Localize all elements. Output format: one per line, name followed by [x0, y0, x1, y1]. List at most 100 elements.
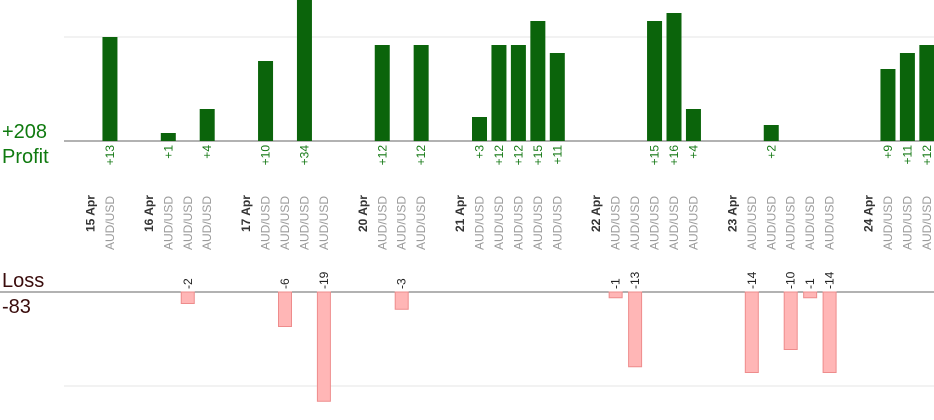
profit-value-label: +4 [200, 145, 214, 159]
value-labels: +13 +1 -2 +4 +10 -6 +34 -19 +12 -3 +12 +3 +12 +12 +15 +… [103, 145, 934, 289]
pair-label: AUD/USD [920, 196, 934, 250]
profit-value-label: +16 [667, 145, 681, 166]
pair-label: AUD/USD [297, 196, 311, 250]
profit-value-label: +11 [550, 145, 564, 165]
pair-label: AUD/USD [278, 196, 292, 250]
pair-label: AUD/USD [414, 196, 428, 250]
loss-bar [744, 291, 759, 373]
loss-value-label: -14 [823, 271, 837, 289]
pair-label: AUD/USD [745, 196, 759, 250]
loss-bar [394, 291, 409, 310]
loss-value-label: -2 [181, 278, 195, 289]
pair-label: AUD/USD [531, 196, 545, 250]
loss-bar [180, 291, 195, 304]
date-label: 17 Apr [239, 195, 253, 232]
pair-label: AUD/USD [628, 196, 642, 250]
pair-label: AUD/USD [609, 196, 623, 250]
pair-label: AUD/USD [395, 196, 409, 250]
date-label: 21 Apr [453, 195, 467, 232]
loss-bar [783, 291, 798, 350]
profit-bar [160, 133, 176, 141]
loss-value-label: -13 [628, 271, 642, 289]
loss-bar [628, 291, 643, 368]
profit-bar [647, 21, 663, 141]
profit-bar [549, 53, 565, 141]
profit-value-label: +34 [297, 145, 311, 166]
loss-bar [803, 291, 818, 299]
pair-label: AUD/USD [161, 196, 175, 250]
profit-value-label: +2 [764, 145, 778, 159]
profit-bars [102, 0, 934, 141]
pair-label: AUD/USD [375, 196, 389, 250]
loss-value-label: -1 [609, 278, 623, 289]
profit-value-label: +3 [473, 145, 487, 159]
loss-bar [316, 291, 331, 402]
profit-bar [685, 109, 701, 141]
profit-value-label: +4 [686, 145, 700, 159]
pair-label: AUD/USD [667, 196, 681, 250]
profit-bar [258, 61, 274, 141]
pair-label: AUD/USD [648, 196, 662, 250]
profit-value-label: +13 [103, 145, 117, 166]
profit-value-label: +15 [648, 145, 662, 166]
pair-label: AUD/USD [784, 196, 798, 250]
profit-label: Profit [2, 146, 49, 168]
pair-label: AUD/USD [881, 196, 895, 250]
loss-value-label: -10 [784, 271, 798, 289]
pair-label: AUD/USD [686, 196, 700, 250]
profit-value-label: +12 [492, 145, 506, 166]
profit-bar [530, 21, 546, 141]
date-label: 15 Apr [84, 195, 98, 232]
profit-bar [413, 45, 429, 141]
profit-value-label: +15 [531, 145, 545, 166]
profit-value-label: +1 [161, 145, 175, 159]
pair-label: AUD/USD [511, 196, 525, 250]
loss-bars [180, 291, 837, 402]
pair-label: AUD/USD [764, 196, 778, 250]
date-label: 16 Apr [142, 195, 156, 232]
pair-label: AUD/USD [823, 196, 837, 250]
loss-value-label: -19 [317, 271, 331, 289]
pair-label: AUD/USD [103, 196, 117, 250]
pair-label: AUD/USD [803, 196, 817, 250]
profit-bar [472, 117, 487, 141]
profit-bar [374, 45, 390, 141]
profit-bar [510, 45, 526, 141]
profit-bar [763, 125, 779, 141]
profit-bar [199, 109, 215, 141]
profit-bar [666, 13, 682, 141]
loss-value-label: -1 [803, 278, 817, 289]
date-label: 22 Apr [589, 195, 603, 232]
loss-bar [822, 291, 837, 373]
pair-label: AUD/USD [900, 196, 914, 250]
date-label: 20 Apr [356, 195, 370, 232]
loss-value-label: -14 [745, 271, 759, 289]
loss-bar [278, 291, 292, 327]
profit-bar [919, 45, 934, 141]
profit-value-label: +12 [375, 145, 389, 166]
loss-value-label: -6 [278, 278, 292, 289]
pair-label: AUD/USD [492, 196, 506, 250]
pair-label: AUD/USD [317, 196, 331, 250]
profit-value-label: +10 [259, 145, 273, 166]
loss-bar [608, 291, 623, 299]
pair-label: AUD/USD [200, 196, 214, 250]
loss-label: Loss [2, 270, 44, 292]
profit-bar [296, 0, 312, 141]
profit-bar [880, 69, 896, 141]
date-labels: 15 Apr 16 Apr 17 Apr 20 Apr 21 Apr 22 Apr 23 A… [84, 195, 876, 232]
pair-label: AUD/USD [473, 196, 487, 250]
date-label: 24 Apr [862, 195, 876, 232]
profit-bar [102, 37, 118, 141]
profit-value-label: +12 [511, 145, 525, 166]
pair-label: AUD/USD [181, 196, 195, 250]
pair-label: AUD/USD [550, 196, 564, 250]
loss-total: -83 [2, 296, 31, 318]
profit-total: +208 [2, 121, 47, 143]
loss-value-label: -3 [395, 278, 409, 289]
profit-bar [491, 45, 507, 141]
pair-labels: AUD/USD AUD/USD AUD/USD AUD/USD AUD/USD AUD/U… [103, 196, 934, 250]
profit-value-label: +12 [414, 145, 428, 166]
profit-value-label: +12 [920, 145, 934, 166]
